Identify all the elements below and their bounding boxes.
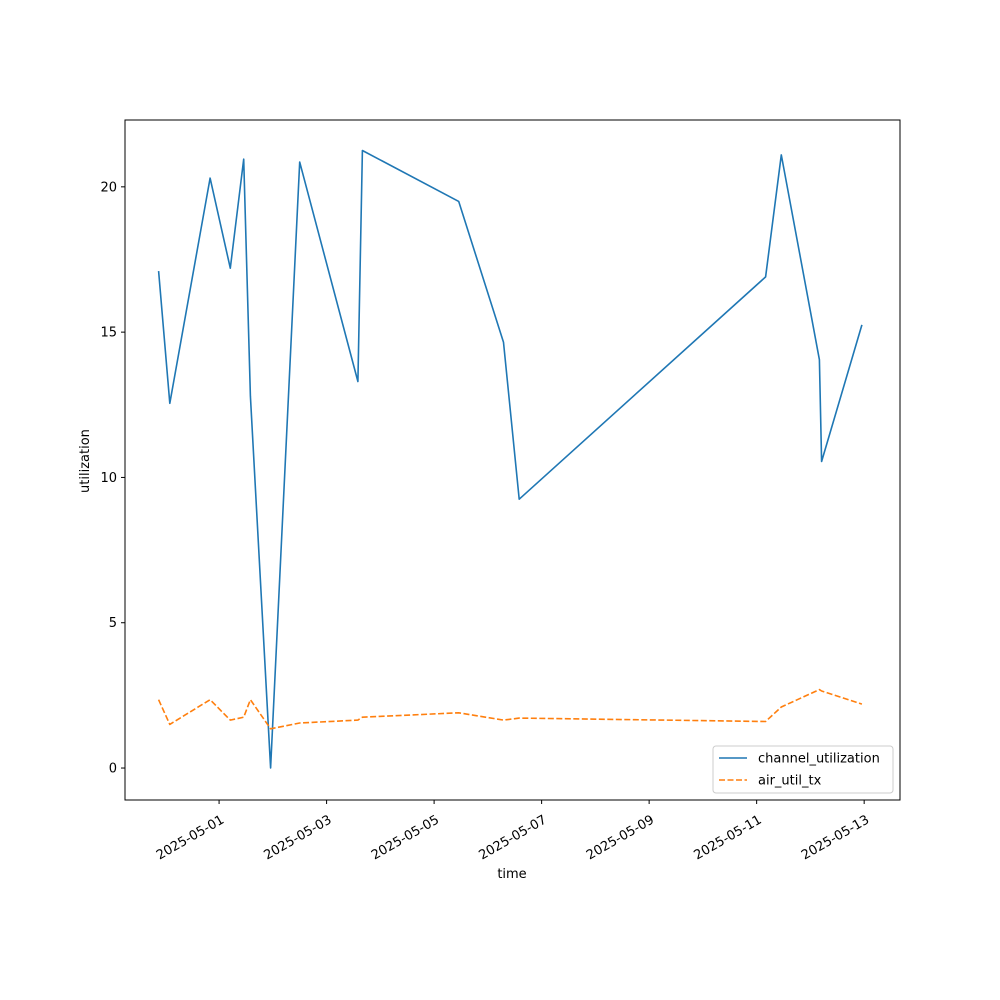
y-axis-ticks: 0 5 10 15 20 bbox=[100, 180, 125, 777]
y-tick-label: 5 bbox=[109, 616, 117, 631]
y-tick-label: 15 bbox=[100, 326, 117, 341]
y-tick-label: 0 bbox=[109, 762, 117, 777]
plot-area bbox=[125, 120, 900, 800]
y-tick-label: 20 bbox=[100, 180, 117, 195]
y-axis-label: utilization bbox=[78, 429, 93, 493]
legend-label-channel-utilization: channel_utilization bbox=[758, 752, 880, 767]
x-axis-label: time bbox=[497, 867, 526, 882]
series-line-channel-utilization bbox=[157, 149, 863, 769]
legend-label-air-util-tx: air_util_tx bbox=[758, 774, 822, 789]
legend-box bbox=[712, 745, 894, 794]
plot-frame bbox=[124, 119, 901, 801]
legend: channel_utilization air_util_tx bbox=[712, 745, 894, 794]
series-layer bbox=[157, 149, 863, 769]
series-line-air-util-tx bbox=[157, 688, 863, 730]
y-tick-label: 10 bbox=[100, 471, 117, 486]
